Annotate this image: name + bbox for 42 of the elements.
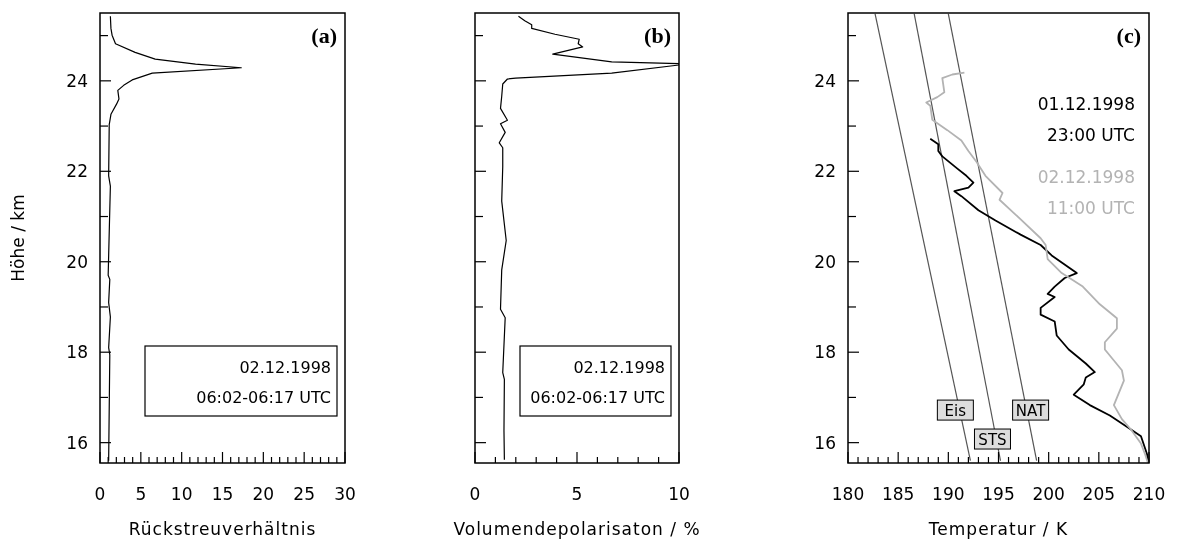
y-tick-label: 20 (814, 251, 836, 272)
x-tick-label: 5 (135, 484, 147, 504)
x-tick-label: 30 (334, 484, 356, 504)
y-tick-label: 16 (66, 432, 88, 453)
x-tick-label: 180 (831, 484, 865, 504)
annotation: STS (978, 431, 1007, 450)
y-tick-label: 24 (814, 70, 836, 91)
annotation: (b) (644, 23, 671, 48)
y-tick-label: 18 (814, 342, 836, 363)
x-tick-label: 10 (668, 484, 690, 504)
x-tick-label: 210 (1132, 484, 1166, 504)
x-tick-label: 190 (932, 484, 965, 504)
x-tick-label: 195 (982, 484, 1015, 504)
annotation: (a) (311, 23, 337, 48)
annotation: Eis (944, 402, 967, 421)
x-tick-label: 10 (170, 484, 193, 504)
y-tick-label: 22 (66, 161, 88, 182)
x-tick-label: 0 (469, 484, 481, 504)
x-tick-label: 205 (1082, 484, 1116, 504)
y-tick-label: 18 (66, 342, 88, 363)
x-tick-label: 0 (94, 484, 106, 504)
x-axis-title: Rückstreuverhältnis (128, 519, 317, 539)
x-tick-label: 185 (881, 484, 915, 504)
y-tick-label: 24 (66, 70, 88, 91)
series-label: 02.12.1998 11:00 UTC (1037, 167, 1135, 218)
x-axis-title: Volumendepolarisaton / % (453, 519, 701, 539)
x-tick-label: 5 (571, 484, 583, 504)
y-tick-label: 20 (66, 251, 88, 272)
text: 01.12.1998 23:00 UTC (1037, 94, 1135, 145)
x-tick-label: 15 (211, 484, 234, 504)
x-axis-title: Temperatur / K (927, 519, 1069, 539)
y-tick-label: 22 (814, 161, 836, 182)
y-tick-label: 16 (814, 432, 836, 453)
annotation: (c) (1116, 23, 1141, 48)
x-tick-label: 200 (1032, 484, 1065, 504)
annotation: NAT (1015, 402, 1047, 421)
y-axis-title: Höhe / km (8, 194, 28, 282)
annotation: 02.12.1998 06:02-06:17 UTC (196, 358, 331, 407)
x-tick-label: 25 (293, 484, 315, 504)
line-series (925, 71, 1149, 463)
x-tick-label: 20 (252, 484, 275, 504)
annotation: 02.12.1998 06:02-06:17 UTC (530, 358, 665, 407)
